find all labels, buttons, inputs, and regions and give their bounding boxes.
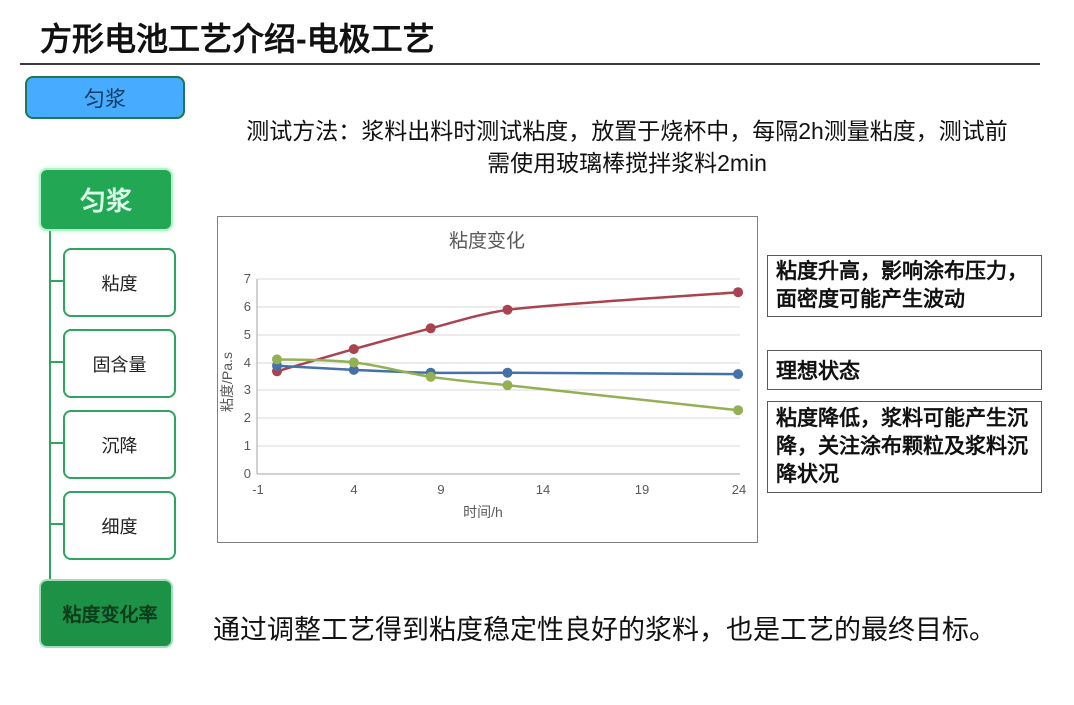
svg-text:粘度/Pa.s: 粘度/Pa.s	[219, 352, 235, 412]
svg-text:时间/h: 时间/h	[463, 504, 503, 520]
svg-text:1: 1	[244, 438, 251, 453]
svg-text:24: 24	[732, 482, 746, 497]
svg-text:5: 5	[244, 327, 251, 342]
svg-text:0: 0	[244, 466, 251, 481]
svg-text:6: 6	[244, 299, 251, 314]
svg-text:粘度变化: 粘度变化	[449, 230, 525, 252]
svg-text:4: 4	[350, 482, 357, 497]
svg-text:-1: -1	[252, 482, 264, 497]
svg-text:14: 14	[536, 482, 550, 497]
svg-text:7: 7	[244, 271, 251, 286]
svg-text:2: 2	[244, 410, 251, 425]
svg-text:3: 3	[244, 382, 251, 397]
svg-text:4: 4	[244, 355, 251, 370]
svg-text:9: 9	[437, 482, 444, 497]
svg-text:19: 19	[635, 482, 649, 497]
